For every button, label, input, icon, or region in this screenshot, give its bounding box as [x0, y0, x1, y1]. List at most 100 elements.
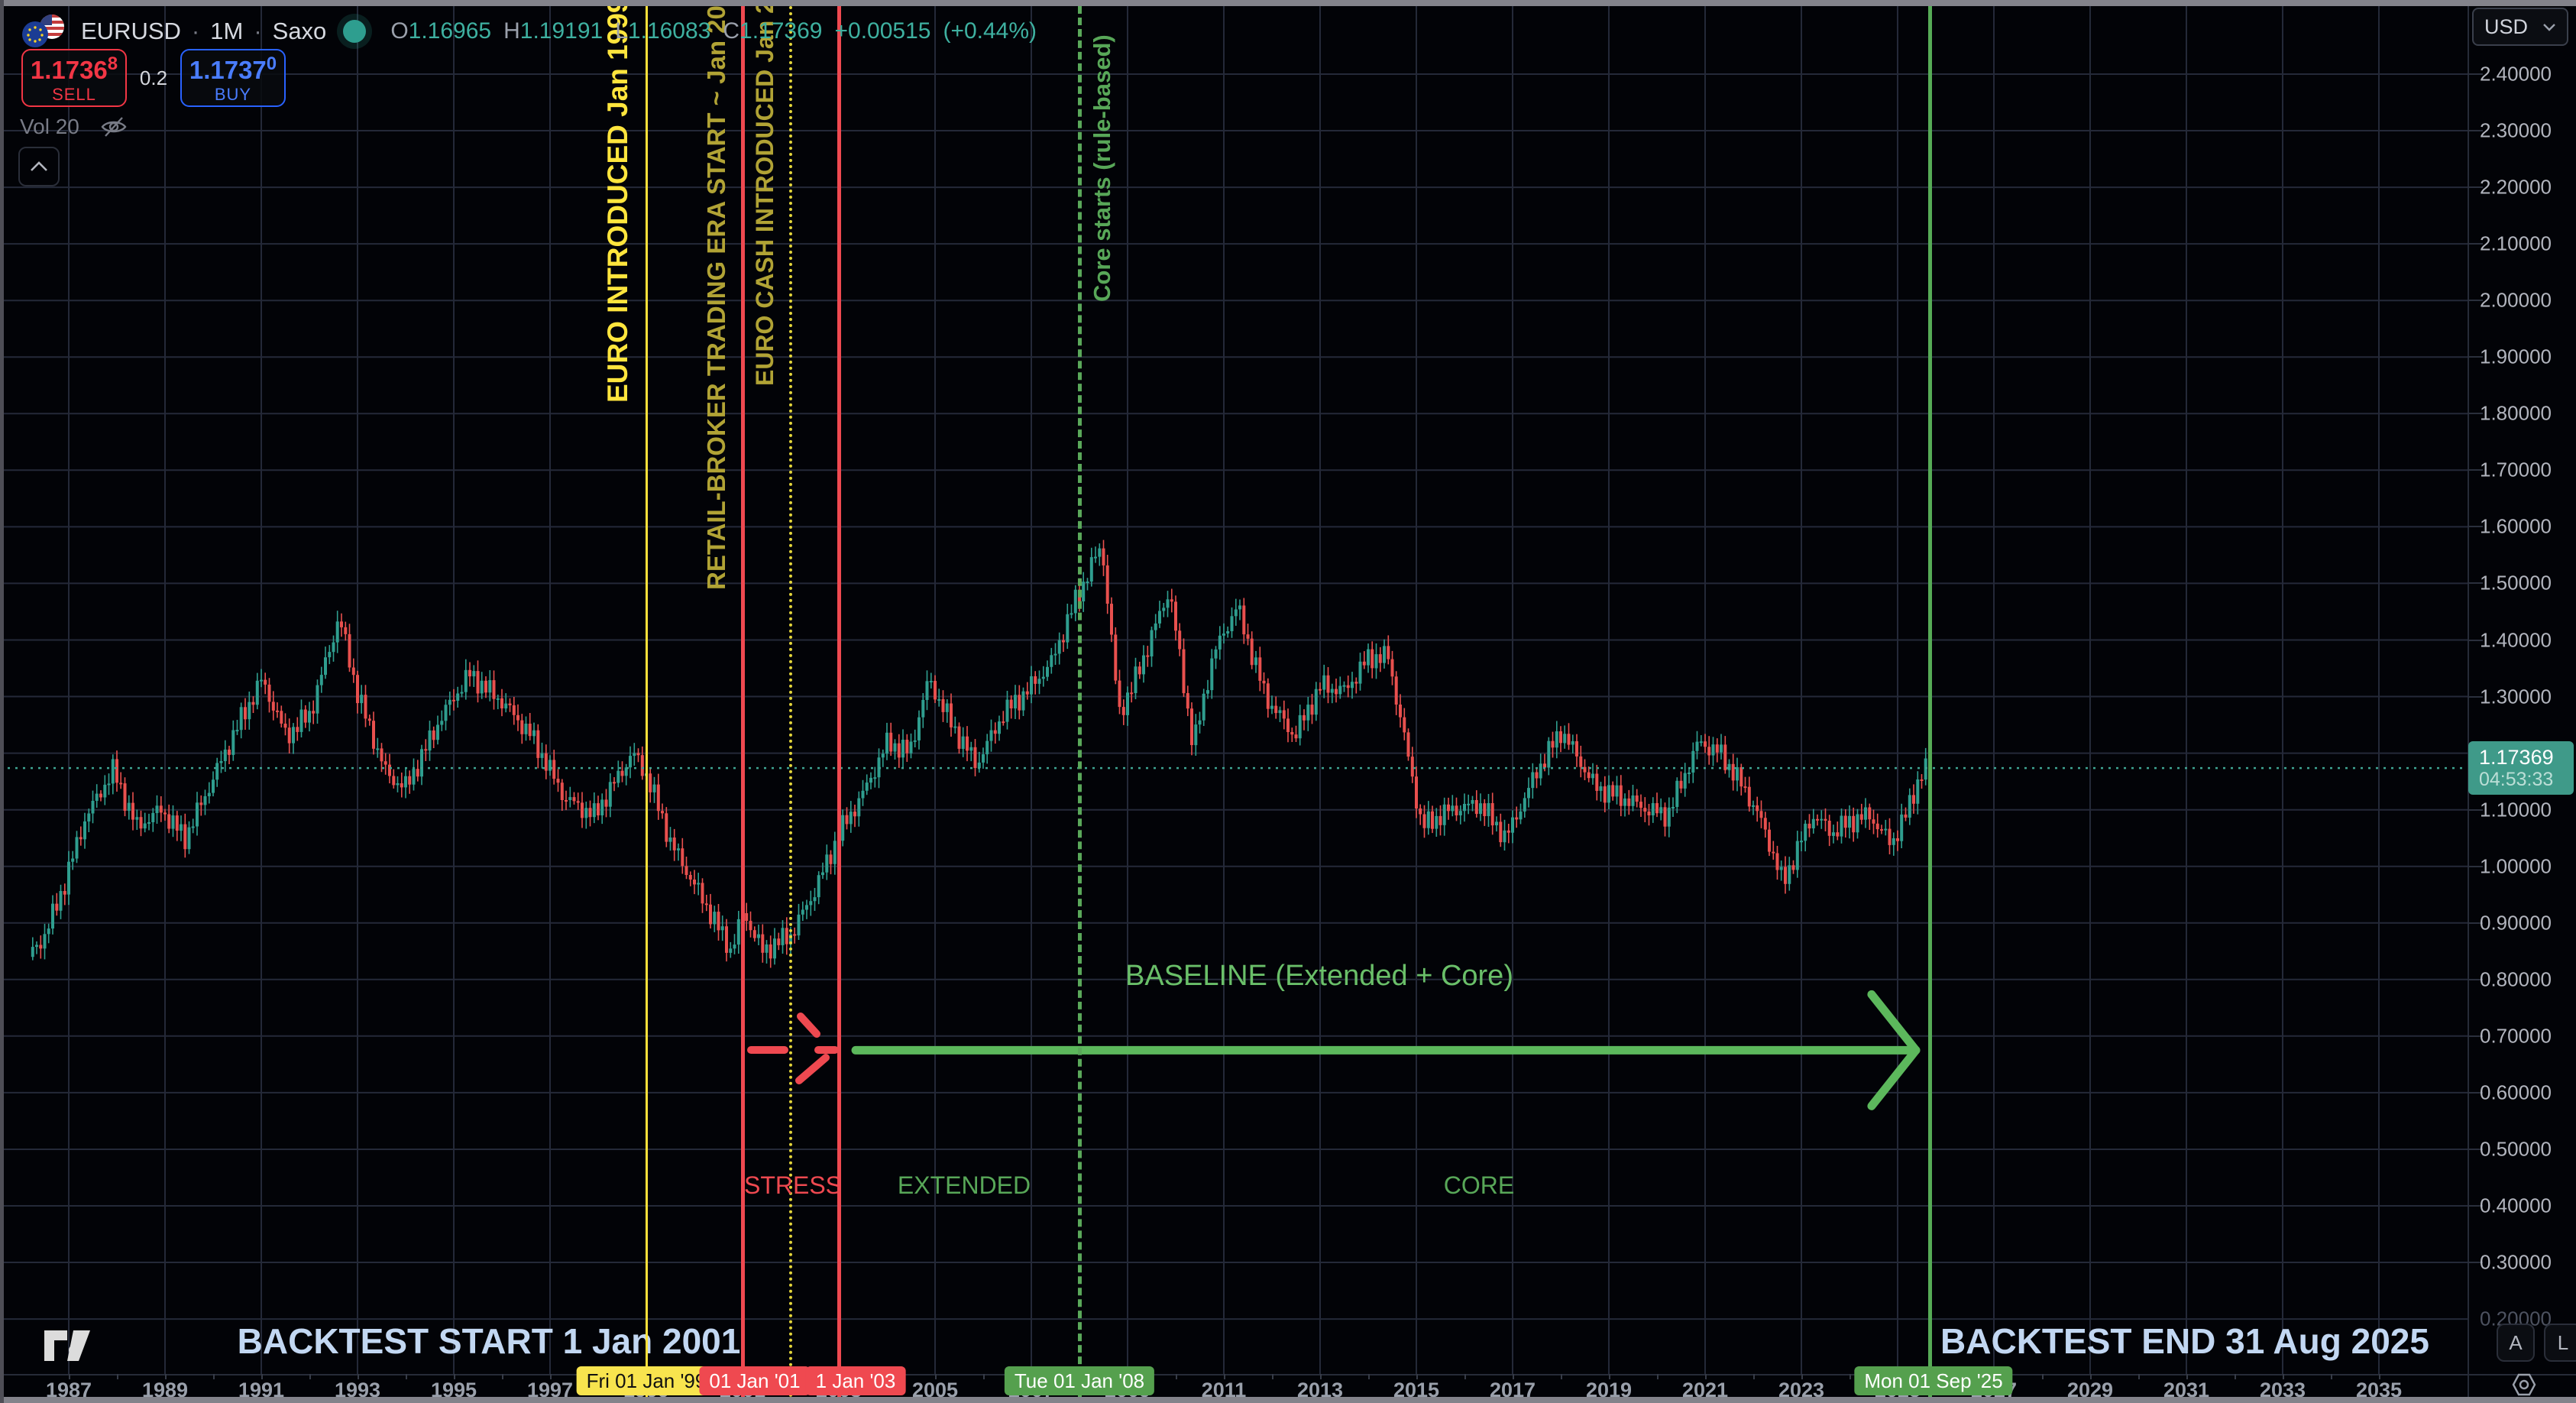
- time-tick: [550, 1374, 552, 1379]
- chevron-up-icon: [31, 161, 47, 171]
- time-tick: [2042, 1374, 2044, 1379]
- price-tick: [2468, 1091, 2483, 1094]
- window-frame-bottom: [0, 1397, 2576, 1403]
- sell-button[interactable]: 1.17368 SELL: [21, 49, 127, 107]
- time-tick: [1705, 1374, 1707, 1379]
- time-tick: [1513, 1374, 1514, 1379]
- price-axis-label: 1.30000: [2480, 685, 2552, 708]
- price-axis-label: 1.40000: [2480, 628, 2552, 651]
- price-axis-label: 0.70000: [2480, 1024, 2552, 1048]
- price-tick: [2468, 1035, 2483, 1037]
- price-axis[interactable]: USD 1.17369 04:53:33 A L 2.40000 2.30000 2…: [2468, 6, 2576, 1374]
- price-axis-label: 1.10000: [2480, 798, 2552, 821]
- market-status-dot[interactable]: [343, 20, 367, 43]
- event-line-2025[interactable]: [1928, 6, 1932, 1398]
- time-axis-separator: [4, 1374, 2576, 1375]
- baseline-annotation-label[interactable]: BASELINE (Extended + Core): [1125, 960, 1513, 992]
- time-tick: [69, 1374, 70, 1379]
- price-tick: [2468, 978, 2483, 980]
- order-panel: 1.17368 SELL 0.2 1.17370 BUY: [21, 49, 286, 107]
- log-scale-button[interactable]: L: [2544, 1324, 2576, 1362]
- event-line-2008[interactable]: [1078, 6, 1082, 1398]
- last-price-tag: 1.17369 04:53:33: [2468, 741, 2574, 795]
- time-tick: [1753, 1374, 1755, 1379]
- stress-arrow-drawing[interactable]: [747, 1013, 839, 1084]
- time-tick: [502, 1374, 503, 1379]
- chart-canvas[interactable]: [0, 0, 2468, 1374]
- symbol-name[interactable]: EURUSD: [81, 18, 181, 44]
- time-tick: [2186, 1374, 2188, 1379]
- date-marker-tag: 1 Jan '03: [805, 1366, 906, 1395]
- interval-label[interactable]: 1M: [210, 18, 244, 44]
- time-tick: [983, 1374, 985, 1379]
- event-line-label: RETAIL-BROKER TRADING ERA START ~ Jan 20…: [702, 0, 730, 590]
- open-value: 1.16965: [408, 18, 492, 44]
- volume-indicator-label[interactable]: Vol 20: [20, 115, 79, 138]
- time-tick: [2235, 1374, 2236, 1379]
- auto-scale-button[interactable]: A: [2497, 1324, 2535, 1362]
- price-axis-label: 1.00000: [2480, 854, 2552, 878]
- price-axis-label: 2.20000: [2480, 175, 2552, 199]
- time-tick: [165, 1374, 167, 1379]
- event-line-2002[interactable]: [789, 6, 792, 1398]
- price-tick: [2468, 243, 2483, 245]
- event-line-label: Core starts (rule-based): [1089, 34, 1115, 302]
- price-tick: [2468, 130, 2483, 132]
- change-percent: (+0.44%): [943, 18, 1037, 44]
- time-tick: [1801, 1374, 1803, 1379]
- price-tick: [2468, 356, 2483, 358]
- price-tick: [2468, 582, 2483, 585]
- event-line-2003[interactable]: [837, 6, 841, 1398]
- price-axis-label: 2.00000: [2480, 288, 2552, 312]
- time-axis[interactable]: 1987198919911993199519971999200120032005…: [0, 1366, 2576, 1401]
- price-tick: [2468, 413, 2483, 415]
- tradingview-logo[interactable]: [40, 1326, 101, 1364]
- price-axis-label: 0.40000: [2480, 1194, 2552, 1217]
- event-line-2001[interactable]: [741, 6, 745, 1398]
- window-frame-left: [0, 0, 4, 1403]
- zone-label-stress[interactable]: STRESS: [743, 1171, 843, 1199]
- price-tick: [2468, 526, 2483, 528]
- backtest-end-label[interactable]: BACKTEST END 31 Aug 2025: [1940, 1321, 2429, 1361]
- spread-value: 0.2: [139, 66, 168, 89]
- date-marker-tag: Fri 01 Jan '99: [576, 1366, 717, 1395]
- currency-selector[interactable]: USD: [2472, 8, 2568, 46]
- eye-hidden-icon[interactable]: [99, 115, 128, 139]
- time-tick: [2331, 1374, 2332, 1379]
- time-tick: [2090, 1374, 2092, 1379]
- price-axis-label: 0.80000: [2480, 967, 2552, 991]
- price-axis-label: 0.60000: [2480, 1081, 2552, 1104]
- grid: [0, 0, 2468, 1374]
- price-tick: [2468, 1148, 2483, 1150]
- price-tick: [2468, 865, 2483, 867]
- bar-countdown: 04:53:33: [2479, 769, 2554, 791]
- backtest-start-label[interactable]: BACKTEST START 1 Jan 2001: [237, 1321, 741, 1361]
- price-axis-label: 1.90000: [2480, 345, 2552, 368]
- price-axis-separator: [2468, 6, 2469, 1397]
- currency-pair-flags-icon: [22, 15, 64, 47]
- time-tick: [1561, 1374, 1562, 1379]
- price-axis-label: 2.40000: [2480, 62, 2552, 86]
- time-tick: [1272, 1374, 1273, 1379]
- price-axis-label: 0.90000: [2480, 911, 2552, 935]
- price-tick: [2468, 73, 2483, 75]
- price-axis-label: 1.60000: [2480, 514, 2552, 538]
- time-tick: [261, 1374, 263, 1379]
- time-tick: [358, 1374, 359, 1379]
- buy-label: BUY: [214, 85, 252, 104]
- price-tick: [2468, 808, 2483, 811]
- date-marker-tag: Tue 01 Jan '08: [1004, 1366, 1155, 1395]
- zone-label-core[interactable]: CORE: [1443, 1171, 1515, 1199]
- buy-button[interactable]: 1.17370 BUY: [180, 49, 286, 107]
- high-value: 1.19191: [519, 18, 604, 44]
- settings-gear-icon[interactable]: [2510, 1372, 2538, 1397]
- zone-label-extended[interactable]: EXTENDED: [897, 1171, 1031, 1199]
- price-axis-label: 2.30000: [2480, 118, 2552, 142]
- time-tick: [117, 1374, 118, 1379]
- price-axis-label: 1.70000: [2480, 458, 2552, 481]
- event-line-label: EURO INTRODUCED Jan 1999: [602, 0, 633, 403]
- baseline-arrow-drawing[interactable]: [851, 990, 1921, 1110]
- event-line-1999[interactable]: [646, 6, 648, 1398]
- price-axis-label: 0.30000: [2480, 1250, 2552, 1274]
- collapse-panel-button[interactable]: [18, 147, 60, 186]
